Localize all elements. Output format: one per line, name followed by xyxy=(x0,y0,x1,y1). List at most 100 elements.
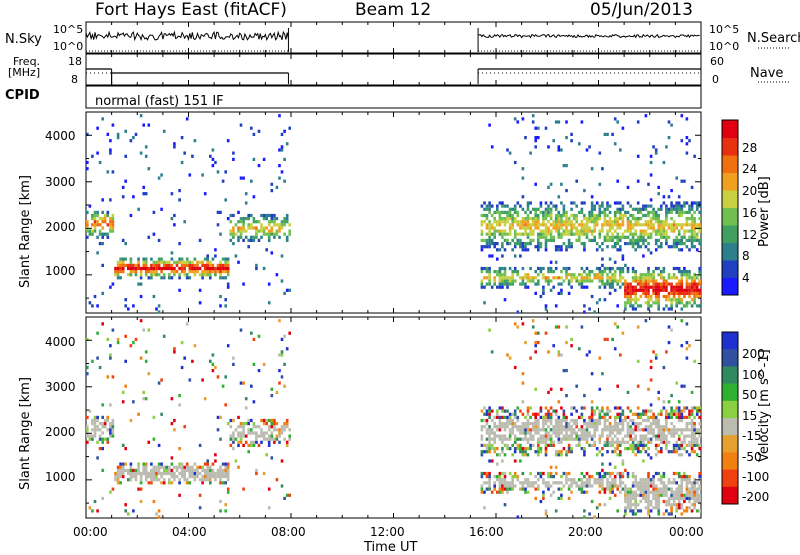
velocity-cell xyxy=(557,437,561,441)
power-cell xyxy=(165,260,168,264)
power-cell xyxy=(521,245,525,249)
velocity-cell xyxy=(150,471,153,476)
power-cell xyxy=(544,201,548,205)
power-cell xyxy=(649,160,653,165)
velocity-cell xyxy=(237,431,240,435)
velocity-cell xyxy=(498,475,502,479)
velocity-cell xyxy=(211,475,215,479)
power-cell xyxy=(595,213,599,218)
velocity-cell xyxy=(503,453,507,457)
power-cell xyxy=(519,238,522,242)
power-cell xyxy=(109,285,112,289)
velocity-cell xyxy=(657,512,660,516)
velocity-cell xyxy=(562,471,566,476)
power-cell xyxy=(526,248,530,252)
power-cell xyxy=(267,223,271,227)
velocity-cell xyxy=(624,490,627,494)
power-cell xyxy=(552,270,555,274)
power-cell xyxy=(480,282,484,286)
velocity-cell xyxy=(695,481,699,485)
power-cell xyxy=(116,136,120,140)
power-cell xyxy=(621,266,625,271)
power-cell xyxy=(585,235,589,239)
power-cell xyxy=(636,120,640,124)
power-cell xyxy=(485,266,489,271)
velocity-cell xyxy=(252,440,256,444)
velocity-cell xyxy=(560,450,563,454)
power-cell xyxy=(280,279,284,283)
freq-tick-top: 18 xyxy=(68,55,82,68)
power-cell xyxy=(496,270,499,274)
velocity-cell xyxy=(670,328,673,332)
velocity-cell xyxy=(652,412,655,416)
velocity-cell xyxy=(554,422,558,426)
power-cell xyxy=(580,120,584,124)
velocity-cell xyxy=(501,490,504,494)
velocity-cell xyxy=(188,378,192,382)
power-cell xyxy=(634,301,637,305)
velocity-cell xyxy=(565,475,568,479)
power-cell xyxy=(524,273,527,277)
power-cell xyxy=(485,270,489,274)
velocity-cell xyxy=(516,443,520,447)
velocity-cell xyxy=(629,418,632,423)
velocity-cell xyxy=(501,459,504,463)
power-cell xyxy=(642,235,645,239)
power-cell xyxy=(608,204,612,208)
velocity-cell xyxy=(598,422,602,426)
velocity-cell xyxy=(547,418,550,423)
velocity-cell xyxy=(232,418,235,423)
power-cell xyxy=(516,232,520,236)
power-cell xyxy=(606,273,609,277)
power-cell xyxy=(567,279,571,283)
power-cell xyxy=(183,220,186,224)
power-cell xyxy=(634,238,637,242)
power-cell xyxy=(657,207,660,211)
power-cell xyxy=(649,279,653,283)
velocity-cb-tick: -50 xyxy=(742,450,762,464)
power-cell xyxy=(513,210,517,214)
velocity-cell xyxy=(488,434,491,438)
velocity-cell xyxy=(685,484,689,488)
power-cell xyxy=(534,139,537,143)
power-cell xyxy=(565,217,568,221)
power-cell xyxy=(585,217,589,221)
velocity-cell xyxy=(101,431,104,435)
power-cell xyxy=(549,288,553,292)
power-cell xyxy=(560,182,563,186)
velocity-cell xyxy=(201,468,204,472)
velocity-cell xyxy=(488,475,491,479)
velocity-cell xyxy=(206,478,209,482)
velocity-cell xyxy=(688,440,691,444)
velocity-cell xyxy=(636,484,640,488)
velocity-cell xyxy=(685,347,689,351)
velocity-cell xyxy=(695,509,699,513)
power-cell xyxy=(506,220,509,224)
velocity-cell xyxy=(285,425,289,429)
velocity-cell xyxy=(575,481,578,485)
velocity-cell xyxy=(134,468,138,472)
power-cell xyxy=(688,301,691,305)
velocity-cell xyxy=(511,443,514,447)
velocity-cell xyxy=(649,478,653,482)
power-cell xyxy=(490,285,494,289)
power-cell xyxy=(503,238,507,242)
velocity-cell xyxy=(196,465,199,469)
velocity-cell xyxy=(111,418,115,423)
power-cell xyxy=(629,242,632,246)
velocity-cell xyxy=(116,478,120,482)
power-cell xyxy=(142,192,145,196)
power-cell xyxy=(680,288,684,292)
velocity-cell xyxy=(672,503,676,507)
power-cell xyxy=(137,257,140,261)
velocity-cell xyxy=(93,499,97,504)
velocity-cell xyxy=(683,409,686,413)
velocity-cell xyxy=(690,425,694,429)
velocity-cell xyxy=(590,422,594,426)
power-cb-tick: 20 xyxy=(742,184,758,198)
velocity-cell xyxy=(170,481,174,485)
velocity-cell xyxy=(255,425,258,429)
velocity-cell xyxy=(557,425,561,429)
power-cell xyxy=(649,294,653,299)
velocity-cell xyxy=(147,471,151,476)
